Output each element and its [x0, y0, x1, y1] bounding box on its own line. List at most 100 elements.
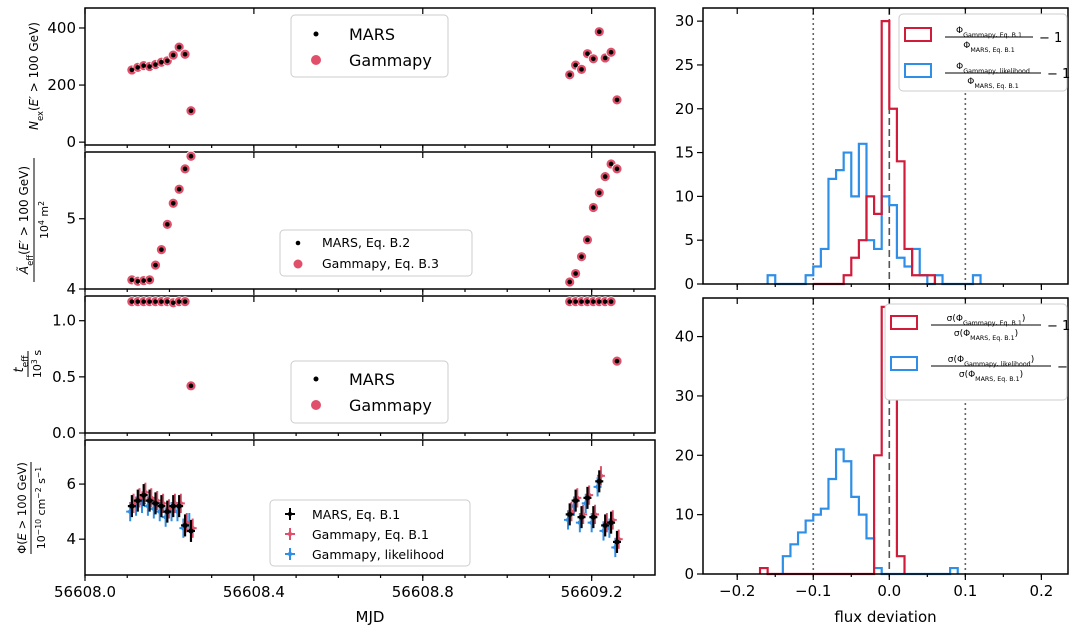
- point-mars: [170, 300, 176, 306]
- point-mars: [596, 29, 602, 34]
- y-tick-label: 0: [66, 133, 76, 151]
- y-tick-label: 30: [675, 12, 694, 30]
- point-mars: [585, 237, 590, 243]
- legend-denominator: ΦMARS, Eq. B.1: [967, 77, 1019, 90]
- panel-flux: 4 6 56608.0 56608.4 56608.8 56609.2: [54, 439, 656, 601]
- y-label-aeff-num: Ãeff(E′ > 100 GeV): [16, 166, 35, 275]
- y-tick-label: 0.5: [52, 368, 76, 386]
- y-label-aeff-den: 104 m2: [37, 201, 52, 239]
- point-mars-eqb1: [133, 489, 142, 512]
- point-mars: [182, 166, 188, 172]
- y-tick-label: 5: [66, 210, 76, 228]
- legend-label-flux-1: Gammapy, Eq. B.1: [312, 527, 429, 542]
- legend-swatch: [904, 63, 932, 78]
- point-mars: [170, 52, 176, 58]
- axes-frame: [84, 439, 656, 576]
- point-mars: [165, 58, 170, 64]
- legend-marker-2: [285, 548, 295, 560]
- legend-entry-hist-err-eqb1: σ(ΦGammapy, Eq. B.1) σ(ΦMARS, Eq. B.1) − 1: [890, 314, 1070, 342]
- legend-numerator: σ(ΦGammapy, likelihood): [948, 355, 1034, 368]
- histogram-likelihood: [781, 448, 959, 576]
- point-mars: [147, 277, 152, 283]
- point-mars: [159, 59, 164, 65]
- legend-swatch: [890, 315, 918, 330]
- point-mars: [141, 63, 146, 68]
- y-tick-label: 1.0: [52, 312, 76, 330]
- x-tick-label: 56608.4: [223, 583, 285, 601]
- panel-aeff: 45: [66, 150, 656, 298]
- point-mars: [591, 299, 596, 304]
- legend-hist-flux: [898, 13, 1068, 92]
- legend-hist-err: [884, 303, 1068, 401]
- point-mars-eqb1: [601, 514, 610, 537]
- point-mars: [608, 299, 614, 304]
- point-mars: [602, 55, 608, 61]
- y-label-teff-den: 103 s: [30, 350, 45, 378]
- axes-frame: [702, 297, 1069, 575]
- legend-marker-1: [285, 528, 295, 540]
- y-axis-label-nex: Nex(E′ > 100 GeV): [27, 22, 45, 130]
- y-label-nex: Nex(E′ > 100 GeV): [27, 22, 45, 130]
- point-mars: [591, 56, 596, 62]
- point-mars-eqb1: [186, 519, 195, 542]
- point-mars: [614, 166, 620, 172]
- point-mars: [573, 271, 578, 276]
- legend-label-flux-0: MARS, Eq. B.1: [312, 507, 400, 522]
- point-mars: [147, 299, 152, 304]
- legend-denominator: σ(ΦMARS, Eq. B.1): [959, 370, 1023, 383]
- y-tick-label: 20: [675, 446, 694, 464]
- y-tick-label: 10: [675, 506, 694, 524]
- point-mars: [129, 67, 135, 73]
- legend-flux: [269, 499, 471, 567]
- x-tick-label: 56609.2: [561, 583, 623, 601]
- point-mars: [153, 262, 158, 268]
- point-mars-eqb1: [577, 506, 586, 529]
- y-tick-label: 400: [47, 19, 76, 37]
- point-mars-eqb1: [175, 495, 184, 518]
- legend-minus-one: − 1: [1057, 360, 1073, 375]
- legend-entry-hist-likelihood: ΦGammapy, likelihood ΦMARS, Eq. B.1 − 1: [904, 62, 1070, 90]
- point-mars: [567, 279, 573, 285]
- point-mars: [147, 64, 152, 69]
- y-tick-label: 20: [675, 100, 694, 118]
- point-mars-eqb1: [565, 503, 574, 526]
- y-label-flux-num: Φ(E > 100 GeV): [15, 462, 29, 554]
- point-mars-eqb1: [157, 495, 166, 518]
- histogram-likelihood: [766, 142, 982, 286]
- x-tick-label: 0.2: [1029, 582, 1053, 600]
- point-mars-eqb1: [589, 506, 598, 529]
- legend-marker-gammapy: [293, 259, 303, 269]
- point-mars: [153, 62, 158, 67]
- y-tick-label: 0.0: [52, 424, 76, 442]
- legend-marker-gammapy: [311, 55, 321, 65]
- axes-frame: [84, 295, 656, 434]
- point-mars-eqb1: [571, 489, 580, 512]
- panel-teff: 0.0 0.5 1.0: [52, 295, 656, 442]
- axes-frame: [84, 151, 656, 290]
- point-mars: [614, 97, 620, 103]
- point-mars: [567, 72, 573, 78]
- legend-teff: [290, 360, 449, 424]
- point-mars: [188, 153, 194, 159]
- y-axis-label-aeff: Ãeff(E′ > 100 GeV) 104 m2: [16, 158, 51, 282]
- histogram-eqb1: [758, 305, 906, 576]
- legend-entry-hist-eqb1: ΦGammapy, Eq. B.1 ΦMARS, Eq. B.1 − 1: [904, 26, 1062, 54]
- point-mars: [176, 186, 182, 192]
- y-tick-label: 6: [66, 475, 76, 493]
- point-mars: [573, 299, 578, 304]
- point-mars: [608, 161, 614, 167]
- legend-minus-one: − 1: [1047, 319, 1070, 334]
- point-mars-eqb1: [127, 495, 136, 518]
- axes-frame: [84, 7, 656, 146]
- y-label-teff-num: teff: [12, 355, 31, 373]
- legend-label-gammapy: Gammapy: [349, 51, 432, 70]
- point-mars-eqb1: [613, 530, 621, 553]
- panel-nex: 0 200 400: [47, 7, 656, 151]
- point-mars-eqb1: [181, 514, 190, 537]
- point-mars: [129, 299, 135, 304]
- legend-nex: [290, 14, 449, 78]
- point-mars: [579, 254, 584, 259]
- point-mars: [567, 299, 573, 304]
- y-tick-label: 40: [675, 328, 694, 346]
